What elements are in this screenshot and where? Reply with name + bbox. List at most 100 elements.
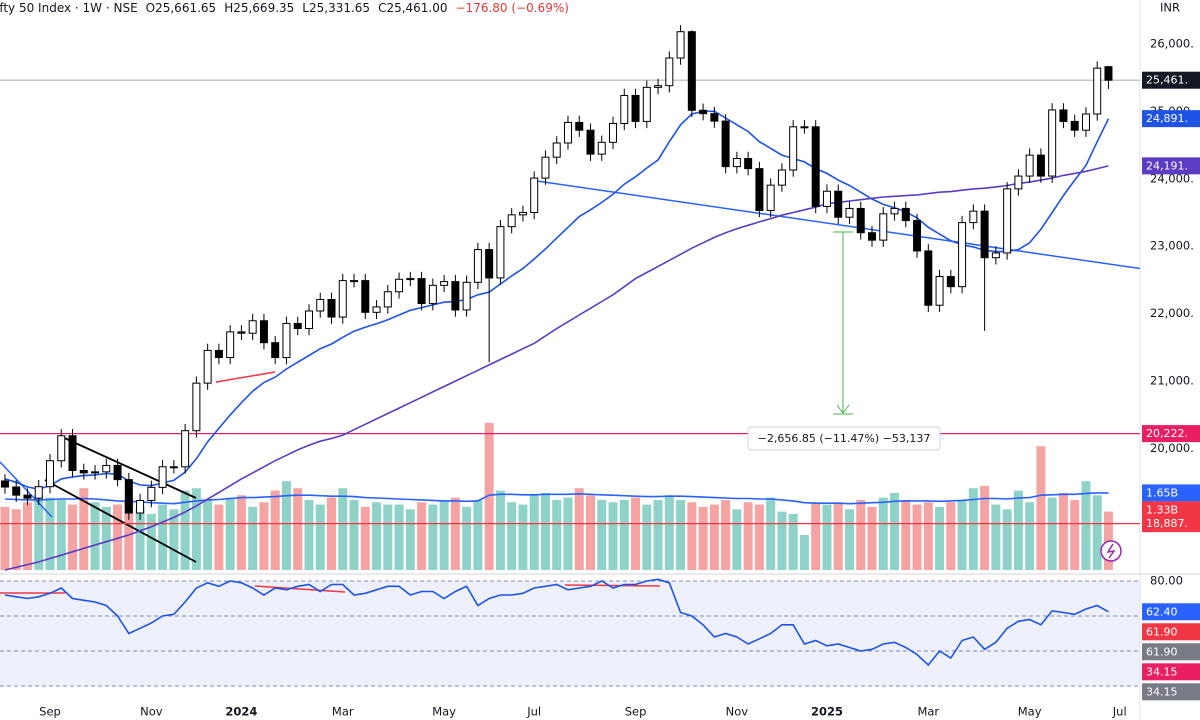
volume-bar <box>574 488 584 570</box>
volume-bar <box>529 495 539 570</box>
volume-bar <box>946 502 956 570</box>
candle-body <box>991 252 1000 259</box>
candle-body <box>507 214 516 228</box>
alert-bolt <box>1106 543 1116 559</box>
candle-body <box>1036 154 1045 177</box>
volume-bar <box>1081 481 1091 570</box>
candle-body <box>1093 67 1102 115</box>
volume-bar <box>856 499 866 570</box>
volume-bar <box>991 504 1001 570</box>
price-layer <box>0 25 1140 571</box>
candle-body <box>91 471 100 474</box>
candle-body <box>597 141 606 155</box>
candle-body <box>282 322 291 359</box>
volume-bar <box>811 502 821 570</box>
candle-body <box>676 31 685 59</box>
volume-bar <box>968 488 978 570</box>
x-tick-label: Nov <box>726 705 749 719</box>
candle-body <box>350 280 359 283</box>
volume-bar <box>203 499 213 570</box>
volume-bar <box>540 492 550 570</box>
candle-body <box>440 281 449 286</box>
volume-bar <box>923 502 933 570</box>
x-tick-label: Sep <box>39 705 61 719</box>
x-tick-label: Mar <box>332 705 354 719</box>
volume-bar <box>687 502 697 570</box>
candle-body <box>372 306 381 313</box>
candle-body <box>586 129 595 155</box>
volume-bar <box>766 497 776 570</box>
alert-icon[interactable] <box>1100 540 1122 562</box>
candle-body <box>1048 109 1057 177</box>
candle-body <box>462 281 471 311</box>
rsi-value-label: 61.90 <box>1146 625 1178 638</box>
candle-body <box>845 207 854 218</box>
candle-body <box>79 470 88 474</box>
y-tick-label: 21,000. <box>1150 374 1194 388</box>
volume-bar <box>844 509 854 570</box>
volume-bar <box>338 488 348 570</box>
candle-body <box>113 464 122 481</box>
candle-body <box>237 331 246 334</box>
x-tick-label: 2025 <box>811 705 843 719</box>
volume-bar <box>653 499 663 570</box>
volume-bar <box>79 488 89 570</box>
candle-body <box>958 222 967 288</box>
volume-bar <box>428 504 438 570</box>
ma-label-box <box>1142 157 1200 175</box>
ma-label: 24,191. <box>1146 159 1188 172</box>
channel-line <box>44 479 197 563</box>
volume-bar <box>1070 499 1080 570</box>
volume-bar <box>754 504 764 570</box>
volume-bar <box>462 506 472 570</box>
candle-body <box>811 126 820 207</box>
candle-body <box>980 210 989 259</box>
x-tick-label: Sep <box>625 705 647 719</box>
volume-bar <box>935 506 945 570</box>
volume-bar <box>788 513 798 570</box>
volume-bar <box>890 492 900 570</box>
volume-bar <box>383 504 393 570</box>
volume-ma <box>4 492 1109 505</box>
volume-bar <box>585 495 595 570</box>
volume-bar <box>0 506 10 570</box>
volume-bar <box>980 485 990 570</box>
candle-body <box>181 430 190 468</box>
currency: INR <box>1160 1 1180 15</box>
candle-body <box>496 226 505 279</box>
volume-bar <box>34 495 44 570</box>
volume-bar <box>1058 492 1068 570</box>
divergence-line <box>564 584 661 587</box>
volume-bar <box>495 490 505 570</box>
y-tick-label: 23,000. <box>1150 239 1194 253</box>
trend-line <box>529 179 1140 270</box>
candle-body <box>1104 66 1113 81</box>
volume-bar <box>169 509 179 570</box>
candle-body <box>271 342 280 359</box>
candle-body <box>935 276 944 306</box>
volume-bar <box>799 534 809 570</box>
candle-body <box>609 122 618 143</box>
x-tick-label: Nov <box>140 705 163 719</box>
candle-body <box>642 86 651 122</box>
candle-body <box>158 466 167 488</box>
candle-body <box>34 486 43 499</box>
volume-bar <box>158 504 168 570</box>
level-label: 20,222. <box>1146 427 1188 440</box>
volume-bar <box>664 495 674 570</box>
volume-bar <box>732 509 742 570</box>
candle-body <box>485 249 494 279</box>
candle-body <box>744 158 753 170</box>
x-tick-label: Jul <box>526 705 541 719</box>
volume-bar <box>191 488 201 570</box>
candle-body <box>57 435 66 462</box>
candle-body <box>361 280 370 313</box>
y-tick-label: 20,000. <box>1150 441 1194 455</box>
x-tick-label: May <box>1018 705 1042 719</box>
candle-body <box>124 479 133 514</box>
candle-body <box>68 435 77 472</box>
rsi-value-label-box <box>1142 623 1200 641</box>
volume-label-box <box>1142 501 1200 519</box>
candle-body <box>327 299 336 318</box>
